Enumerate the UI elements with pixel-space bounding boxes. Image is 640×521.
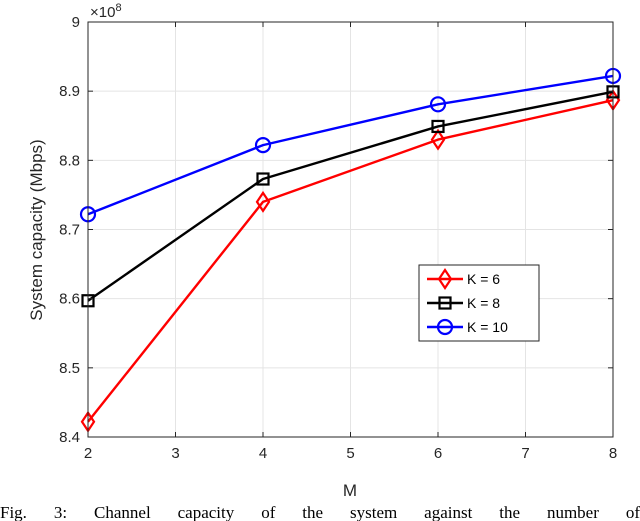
legend-entry: K = 8 (427, 295, 500, 311)
series-group (79, 67, 622, 433)
legend-marker (437, 268, 453, 290)
legend-label: K = 8 (467, 295, 500, 311)
x-tick-label: 4 (259, 445, 267, 462)
x-tick-label: 6 (434, 445, 442, 462)
figure-caption: Fig. 3: Channel capacity of the system a… (0, 503, 640, 521)
y-tick-label: 8.7 (59, 222, 80, 239)
y-exponent-power: 8 (115, 2, 121, 14)
x-axis-title: M (343, 481, 357, 500)
y-exponent-base: ×10 (90, 4, 115, 21)
legend-label: K = 6 (467, 271, 500, 287)
legend-entry: K = 6 (427, 268, 500, 290)
y-tick-label: 8.4 (59, 429, 80, 446)
series-line (87, 98, 614, 423)
y-tick-label: 8.8 (59, 152, 80, 169)
y-exponent-label: ×108 (90, 2, 122, 21)
ticks: 2 3 4 5 6 7 8 8.4 8.5 8.6 8.7 8.8 8.9 9 (59, 14, 617, 462)
y-tick-label: 9 (72, 14, 80, 31)
legend: K = 6 K = 8 K = 10 (418, 264, 540, 342)
y-tick-label: 8.6 (59, 291, 80, 308)
data-point (255, 190, 271, 213)
series-line (87, 74, 614, 216)
x-tick-label: 2 (84, 445, 92, 462)
x-tick-label: 5 (346, 445, 354, 462)
line-chart: 2 3 4 5 6 7 88.48.58.68.78.88.99 ×108 M System… (27, 2, 622, 500)
x-tick-label: 3 (171, 445, 179, 462)
data-point (431, 119, 445, 134)
y-tick-label: 8.5 (59, 360, 80, 377)
data-point (254, 137, 272, 154)
legend-marker (438, 296, 452, 310)
legend-marker (436, 318, 454, 336)
data-point (430, 128, 446, 151)
y-axis-title: System capacity (Mbps) (27, 139, 46, 320)
legend-label: K = 10 (467, 319, 508, 335)
data-point (256, 172, 270, 186)
legend-entry: K = 10 (427, 318, 508, 336)
series-line (87, 90, 614, 302)
x-tick-label: 8 (609, 445, 617, 462)
data-point (429, 96, 447, 113)
y-tick-label: 8.9 (59, 83, 80, 100)
x-tick-label: 7 (521, 445, 529, 462)
